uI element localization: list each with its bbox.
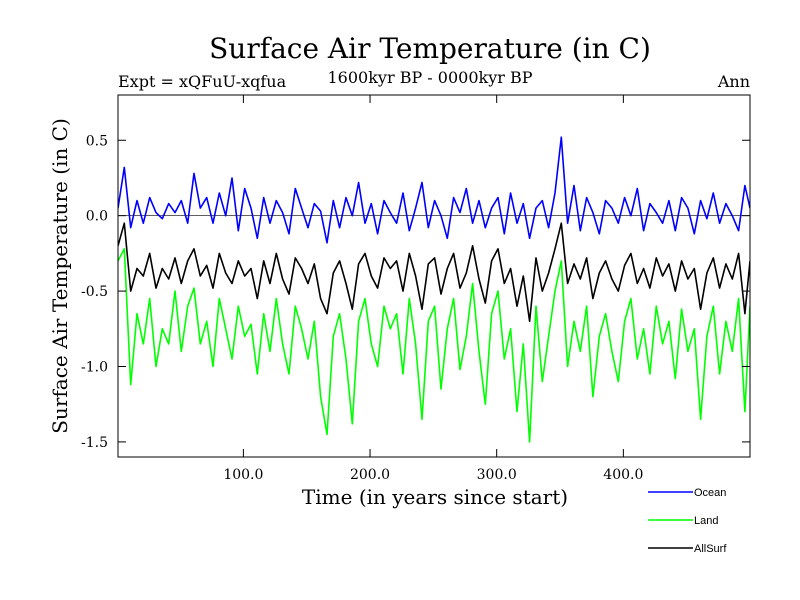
legend: Ocean Land AllSurf xyxy=(648,487,727,555)
chart-subtitle: 1600kyr BP - 0000kyr BP xyxy=(328,68,533,87)
y-tick-label: -1.0 xyxy=(81,360,108,376)
y-axis-label: Surface Air Temperature (in C) xyxy=(48,118,72,434)
series-line-land xyxy=(118,248,750,443)
season-label: Ann xyxy=(717,72,750,91)
y-tick-label: -1.5 xyxy=(81,435,108,451)
series-layer xyxy=(118,136,750,443)
legend-label-ocean: Ocean xyxy=(694,487,726,499)
plot-frame xyxy=(117,94,751,458)
expt-label: Expt = xQFuU-xqfua xyxy=(118,72,287,91)
x-tick-label: 200.0 xyxy=(350,467,390,483)
x-tick-label: 400.0 xyxy=(603,467,643,483)
chart-title: Surface Air Temperature (in C) xyxy=(209,32,651,65)
series-line-allsurf xyxy=(118,222,750,323)
legend-label-land: Land xyxy=(694,515,718,527)
x-tick-label: 300.0 xyxy=(477,467,517,483)
y-tick-label: 0.0 xyxy=(86,209,108,225)
series-line-ocean xyxy=(118,136,750,244)
legend-label-allsurf: AllSurf xyxy=(694,543,727,555)
y-tick-label: -0.5 xyxy=(81,284,108,300)
y-tick-label: 0.5 xyxy=(86,133,108,149)
x-tick-label: 100.0 xyxy=(223,467,263,483)
x-axis-label: Time (in years since start) xyxy=(302,485,568,509)
